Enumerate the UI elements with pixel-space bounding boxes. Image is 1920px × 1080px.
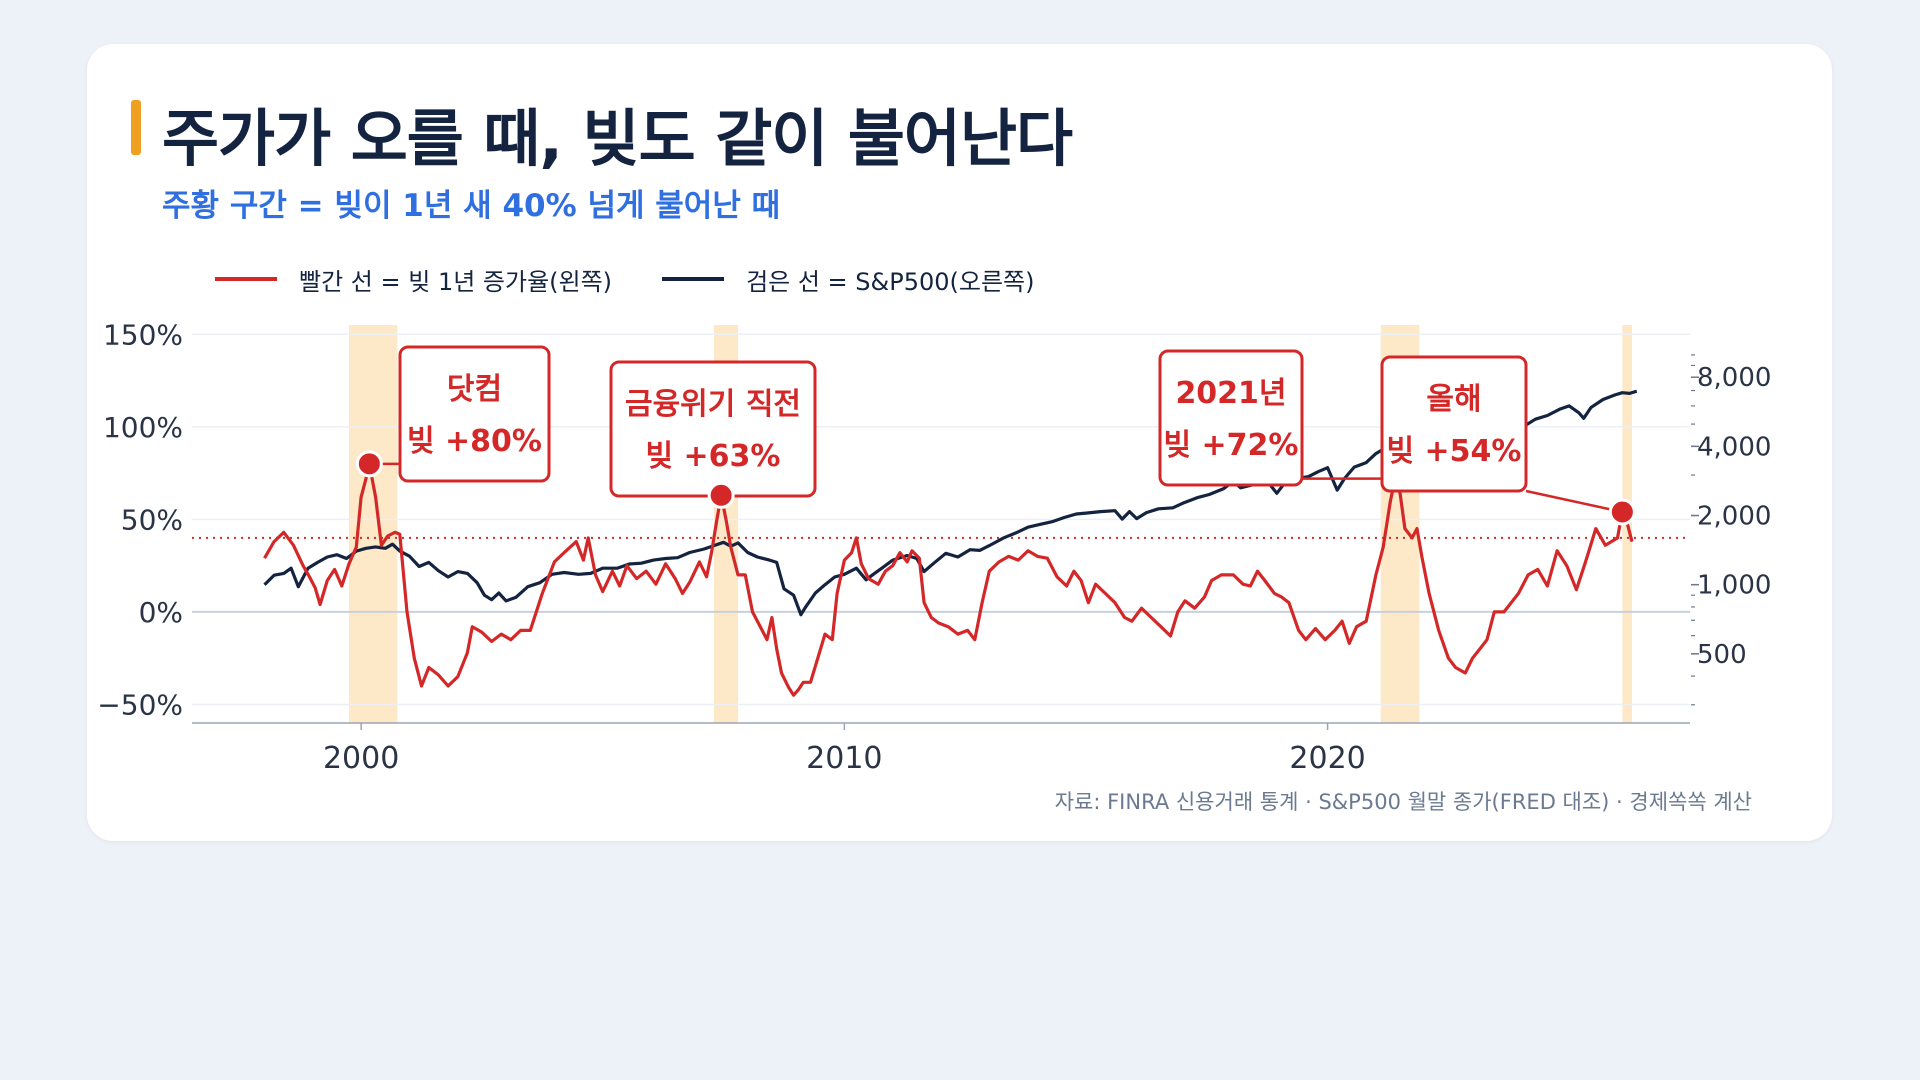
page-subtitle: 주황 구간 = 빚이 1년 새 40% 넘게 불어난 때 bbox=[162, 188, 781, 224]
annotation-value: 빚 +63% bbox=[646, 439, 781, 474]
annotation-marker bbox=[1608, 498, 1636, 526]
left-tick-label: 50% bbox=[121, 503, 183, 536]
right-tick-label: 1,000 bbox=[1697, 571, 1771, 601]
left-tick-label: −50% bbox=[97, 688, 183, 721]
annotation-box bbox=[1380, 355, 1528, 493]
legend-label-debt: 빨간 선 = 빚 1년 증가율(왼쪽) bbox=[299, 267, 613, 296]
right-tick-label: 500 bbox=[1697, 640, 1747, 670]
x-tick-label: 2020 bbox=[1289, 741, 1365, 776]
annotation-marker bbox=[707, 481, 735, 509]
annotation-value: 빚 +80% bbox=[407, 424, 542, 459]
annotation-title: 닷컴 bbox=[447, 372, 502, 407]
annotation-marker bbox=[355, 450, 383, 478]
page-title: 주가가 오를 때, 빚도 같이 불어난다 bbox=[162, 102, 1073, 175]
axes: −50% 0% 50% 100% 150% 2000 2010 2020 500 1,000 2,0… bbox=[97, 318, 1771, 776]
left-tick-label: 0% bbox=[139, 596, 183, 629]
x-tick-label: 2010 bbox=[806, 741, 882, 776]
left-tick-label: 100% bbox=[103, 411, 183, 444]
x-tick-label: 2000 bbox=[323, 741, 399, 776]
annotation-value: 빚 +72% bbox=[1164, 428, 1299, 463]
annotation-title: 올해 bbox=[1426, 382, 1481, 417]
annotation-value: 빚 +54% bbox=[1387, 434, 1522, 469]
right-tick-label: 4,000 bbox=[1697, 432, 1771, 462]
source-note: 자료: FINRA 신용거래 통계 · S&P500 월말 종가(FRED 대조… bbox=[1054, 790, 1752, 814]
legend-swatch-debt bbox=[215, 277, 277, 281]
left-tick-label: 150% bbox=[103, 318, 183, 351]
debt-growth-line bbox=[263, 462, 1634, 697]
right-tick-label: 8,000 bbox=[1697, 363, 1771, 393]
annotation-box bbox=[1158, 349, 1304, 487]
legend-label-sp500: 검은 선 = S&P500(오른쪽) bbox=[746, 267, 1035, 296]
legend-swatch-sp500 bbox=[662, 277, 725, 281]
right-tick-label: 2,000 bbox=[1697, 502, 1771, 532]
shaded-range bbox=[349, 325, 398, 723]
title-accent-bar bbox=[131, 100, 141, 155]
annotation-box bbox=[609, 360, 817, 498]
annotation-box bbox=[398, 345, 551, 483]
annotation-connector bbox=[1525, 489, 1623, 514]
chart-legend: 빨간 선 = 빚 1년 증가율(왼쪽) 검은 선 = S&P500(오른쪽) bbox=[215, 262, 1035, 296]
annotation-title: 금융위기 직전 bbox=[625, 387, 801, 422]
annotation-title: 2021년 bbox=[1175, 376, 1286, 411]
